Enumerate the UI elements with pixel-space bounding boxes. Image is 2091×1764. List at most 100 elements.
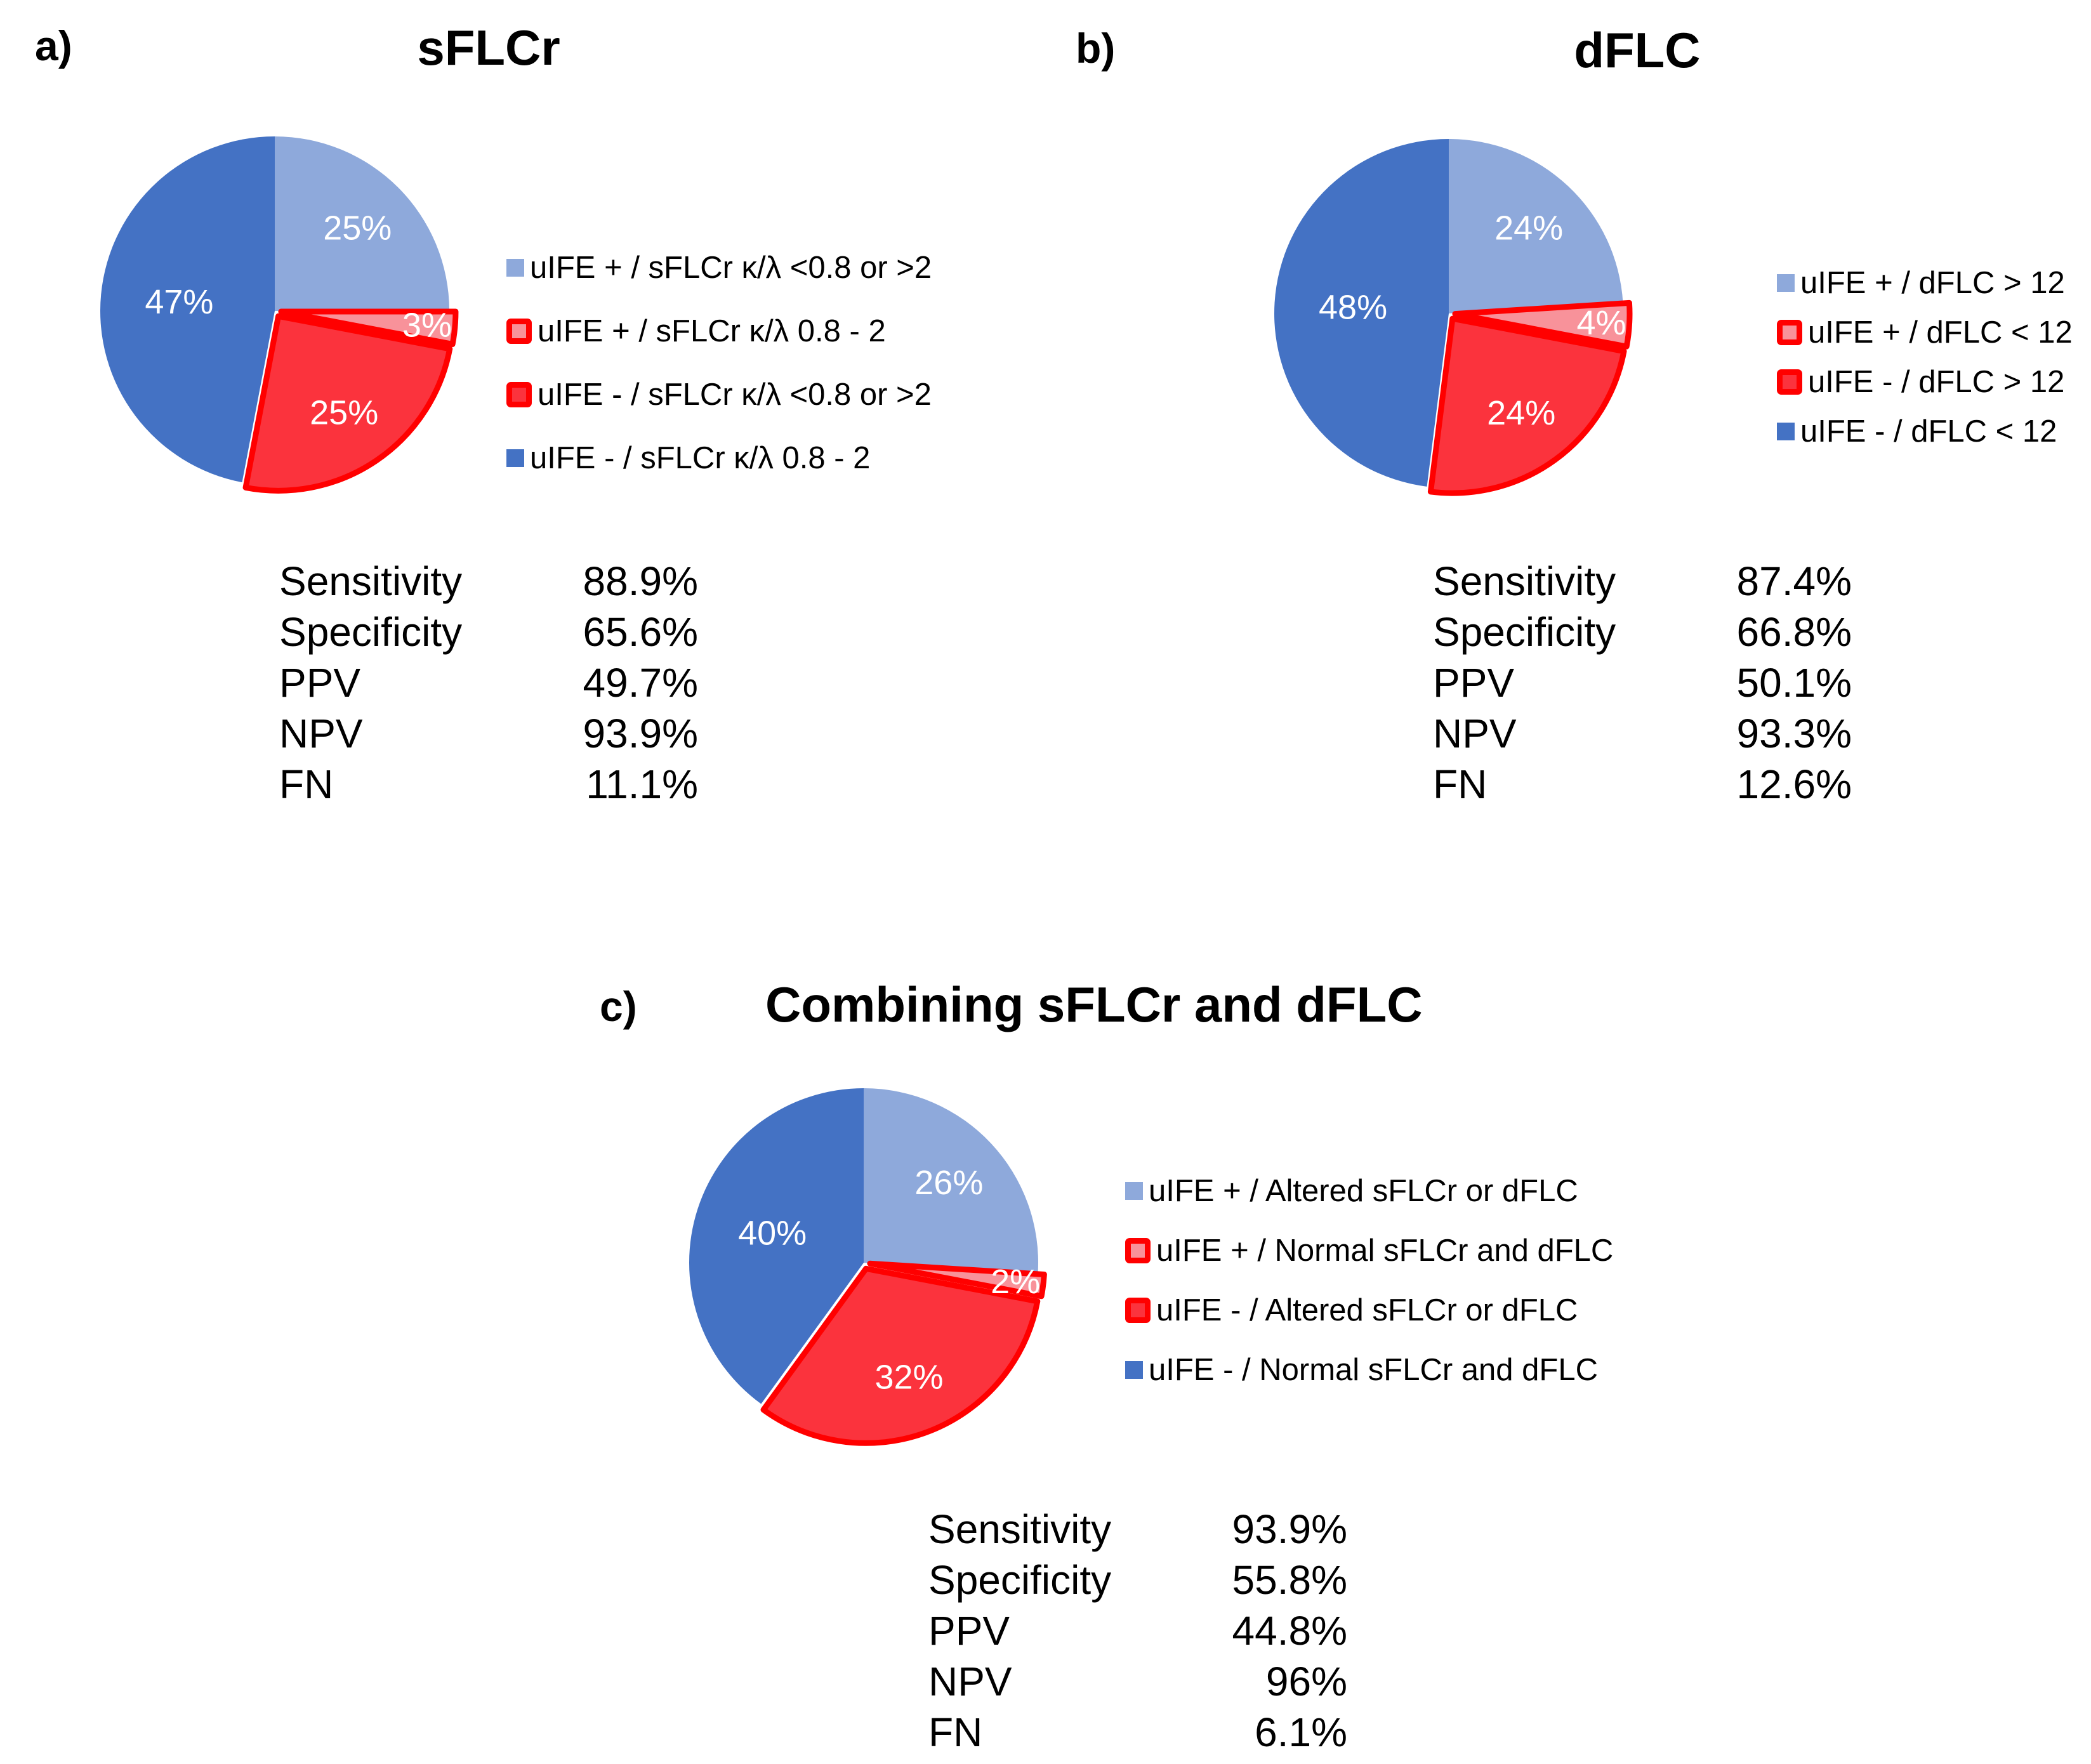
legend-item: uIFE - / sFLCr κ/λ 0.8 - 2 [506,426,932,490]
slice-data-label: 24% [1487,394,1555,432]
legend-item: uIFE + / sFLCr κ/λ 0.8 - 2 [506,299,932,363]
legend-item: uIFE + / sFLCr κ/λ <0.8 or >2 [506,236,932,299]
legend-label: uIFE - / dFLC < 12 [1800,414,2057,449]
legend-label: uIFE + / sFLCr κ/λ 0.8 - 2 [538,314,886,348]
legend-marker [1125,1298,1151,1323]
stat-row: PPV 44.8% [928,1605,1347,1656]
pie-chart: 25% 3% 25% 47% [100,136,459,494]
legend-label: uIFE - / Normal sFLCr and dFLC [1149,1353,1598,1387]
chart-title: dFLC [1574,22,1701,78]
panel-letter: a) [35,22,72,69]
pie-slice [1449,139,1623,313]
stat-metric: NPV [928,1659,1012,1704]
slice-data-label: 25% [323,209,392,247]
stat-metric: NPV [1433,711,1517,756]
stat-value: 12.6% [1736,761,1852,807]
slice-data-label: 3% [402,306,452,345]
stat-metric: Sensitivity [928,1506,1112,1552]
slice-data-label: 48% [1319,289,1387,327]
stat-row: NPV 96% [928,1656,1347,1707]
stat-row: FN 12.6% [1433,759,1852,810]
legend: uIFE + / dFLC > 12 uIFE + / dFLC < 12 uIFE… [1777,258,2073,456]
pie-chart: 24% 4% 24% 48% [1274,138,1633,496]
pie-slice [864,1088,1038,1274]
stat-value: 88.9% [583,558,698,604]
legend: uIFE + / sFLCr κ/λ <0.8 or >2 uIFE + / sF… [506,236,932,490]
legend-marker [506,449,524,467]
stat-metric: PPV [279,660,361,706]
stat-row: NPV 93.9% [279,708,698,759]
stat-metric: FN [279,761,334,807]
stat-row: PPV 50.1% [1433,657,1852,708]
stat-metric: Sensitivity [279,558,463,604]
chart-title: sFLCr [417,20,560,76]
legend-item: uIFE - / dFLC < 12 [1777,407,2073,456]
legend-item: uIFE - / sFLCr κ/λ <0.8 or >2 [506,363,932,426]
stat-metric: PPV [1433,660,1515,706]
stat-value: 49.7% [583,660,698,706]
stat-value: 44.8% [1232,1608,1347,1654]
legend-item: uIFE + / Altered sFLCr or dFLC [1125,1161,1613,1221]
stat-row: Sensitivity 88.9% [279,556,698,607]
legend-label: uIFE - / sFLCr κ/λ <0.8 or >2 [538,378,932,412]
stat-value: 93.9% [1232,1506,1347,1552]
legend-marker [506,382,532,407]
pie-slice [867,1260,1047,1300]
slice-data-label: 40% [738,1214,807,1252]
panel-letter: c) [600,983,637,1030]
pie-slice [1427,315,1627,496]
slice-data-label: 26% [914,1164,983,1202]
legend-marker [1777,423,1795,440]
stat-row: Sensitivity 87.4% [1433,556,1852,607]
stat-value: 11.1% [586,761,698,807]
legend-marker [1125,1238,1151,1263]
slice-data-label: 32% [874,1359,943,1397]
pie-slice [242,313,453,494]
legend-marker [1777,274,1795,292]
slice-data-label: 2% [991,1263,1040,1301]
pie-slice [100,136,275,483]
stat-row: FN 6.1% [928,1707,1347,1758]
legend-label: uIFE + / sFLCr κ/λ <0.8 or >2 [530,251,932,285]
stat-value: 66.8% [1736,609,1852,655]
stat-metric: PPV [928,1608,1010,1654]
panel-letter: b) [1076,25,1116,72]
legend-marker [1777,369,1802,395]
stat-value: 96% [1265,1659,1347,1704]
pie-slice [1274,138,1449,487]
stat-value: 50.1% [1736,660,1852,706]
pie-slice [760,1265,1041,1446]
stat-row: PPV 49.7% [279,657,698,708]
stats-table: Sensitivity 87.4% Specificity 66.8% PPV 50.1%… [1433,556,1852,810]
pie-slice [1452,299,1633,350]
legend-item: uIFE + / Normal sFLCr and dFLC [1125,1221,1613,1280]
pie-chart: 26% 2% 32% 40% [689,1088,1047,1446]
slice-data-label: 4% [1577,304,1626,342]
legend: uIFE + / Altered sFLCr or dFLC uIFE + / N… [1125,1161,1613,1400]
legend-item: uIFE - / Normal sFLCr and dFLC [1125,1340,1613,1400]
legend-label: uIFE - / sFLCr κ/λ 0.8 - 2 [530,441,871,475]
stat-row: Specificity 55.8% [928,1555,1347,1605]
legend-marker [506,259,524,277]
legend-label: uIFE - / dFLC > 12 [1808,365,2065,399]
legend-marker [1777,320,1802,345]
legend-item: uIFE - / Altered sFLCr or dFLC [1125,1280,1613,1340]
stat-row: Sensitivity 93.9% [928,1504,1347,1555]
pie-slice [275,136,449,311]
legend-item: uIFE + / dFLC > 12 [1777,258,2073,308]
legend-marker [1125,1182,1143,1200]
slice-data-label: 47% [145,283,213,321]
stat-value: 93.3% [1736,711,1852,756]
legend-item: uIFE - / dFLC > 12 [1777,357,2073,407]
stats-table: Sensitivity 88.9% Specificity 65.6% PPV 49.7%… [279,556,698,810]
stat-value: 55.8% [1232,1557,1347,1603]
legend-marker [1125,1361,1143,1379]
stat-row: Specificity 65.6% [279,607,698,657]
stat-metric: NPV [279,711,363,756]
slice-data-label: 25% [310,394,378,432]
legend-label: uIFE + / dFLC < 12 [1808,315,2073,350]
stat-row: FN 11.1% [279,759,698,810]
slice-data-label: 24% [1494,209,1563,247]
stat-row: Specificity 66.8% [1433,607,1852,657]
stat-row: NPV 93.3% [1433,708,1852,759]
